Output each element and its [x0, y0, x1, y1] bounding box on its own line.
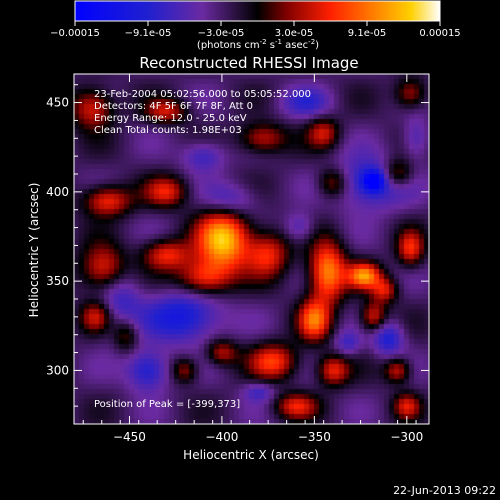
- y-tick-label: 350: [46, 274, 69, 288]
- colorbar-units-label: (photons cm-2 s-1 asec-2): [197, 38, 319, 51]
- x-axis-label: Heliocentric X (arcsec): [183, 448, 319, 462]
- colorbar-tick-label: −3.0e-05: [198, 28, 245, 39]
- colorbar-tick-label: 9.1e-05: [348, 28, 386, 39]
- observation-info: 23-Feb-2004 05:02:56.000 to 05:05:52.000…: [94, 89, 311, 136]
- chart-title: Reconstructed RHESSI Image: [139, 54, 358, 72]
- y-tick-label: 400: [46, 185, 69, 199]
- colorbar-tick-label: −0.00015: [50, 28, 100, 39]
- colorbar-tick-label: 3.0e-05: [275, 28, 313, 39]
- y-tick-label: 300: [46, 363, 69, 377]
- plot-area: −450 −400 −350 −300 300 350 400 450: [46, 73, 430, 444]
- plot-frame: [73, 73, 430, 425]
- y-axis-label: Heliocentric Y (arcsec): [27, 183, 41, 318]
- info-line: Energy Range: 12.0 - 25.0 keV: [94, 113, 247, 124]
- colorbar-gradient: [74, 0, 441, 22]
- info-line: 23-Feb-2004 05:02:56.000 to 05:05:52.000: [94, 89, 311, 100]
- footer-timestamp: 22-Jun-2013 09:22: [393, 484, 496, 497]
- colorbar-tick-label: 0.00015: [419, 28, 460, 39]
- info-line: Clean Total counts: 1.98E+03: [94, 125, 242, 136]
- y-tick-label: 450: [46, 96, 69, 110]
- colorbar: −0.00015 −9.1e-05 −3.0e-05 3.0e-05 9.1e-05 0.…: [50, 0, 461, 51]
- x-tick-label: −450: [113, 430, 146, 444]
- heatmap-image: [74, 74, 429, 424]
- x-tick-label: −400: [205, 430, 238, 444]
- colorbar-tick-label: −9.1e-05: [125, 28, 172, 39]
- colorbar-ticks: −0.00015 −9.1e-05 −3.0e-05 3.0e-05 9.1e-05 0.…: [50, 21, 461, 39]
- info-line: Detectors: 4F 5F 6F 7F 8F, Att 0: [94, 101, 253, 112]
- peak-position-label: Position of Peak = [-399,373]: [94, 399, 240, 410]
- x-tick-label: −300: [390, 430, 423, 444]
- x-tick-label: −350: [298, 430, 331, 444]
- axis-ticks: −450 −400 −350 −300 300 350 400 450: [46, 74, 429, 444]
